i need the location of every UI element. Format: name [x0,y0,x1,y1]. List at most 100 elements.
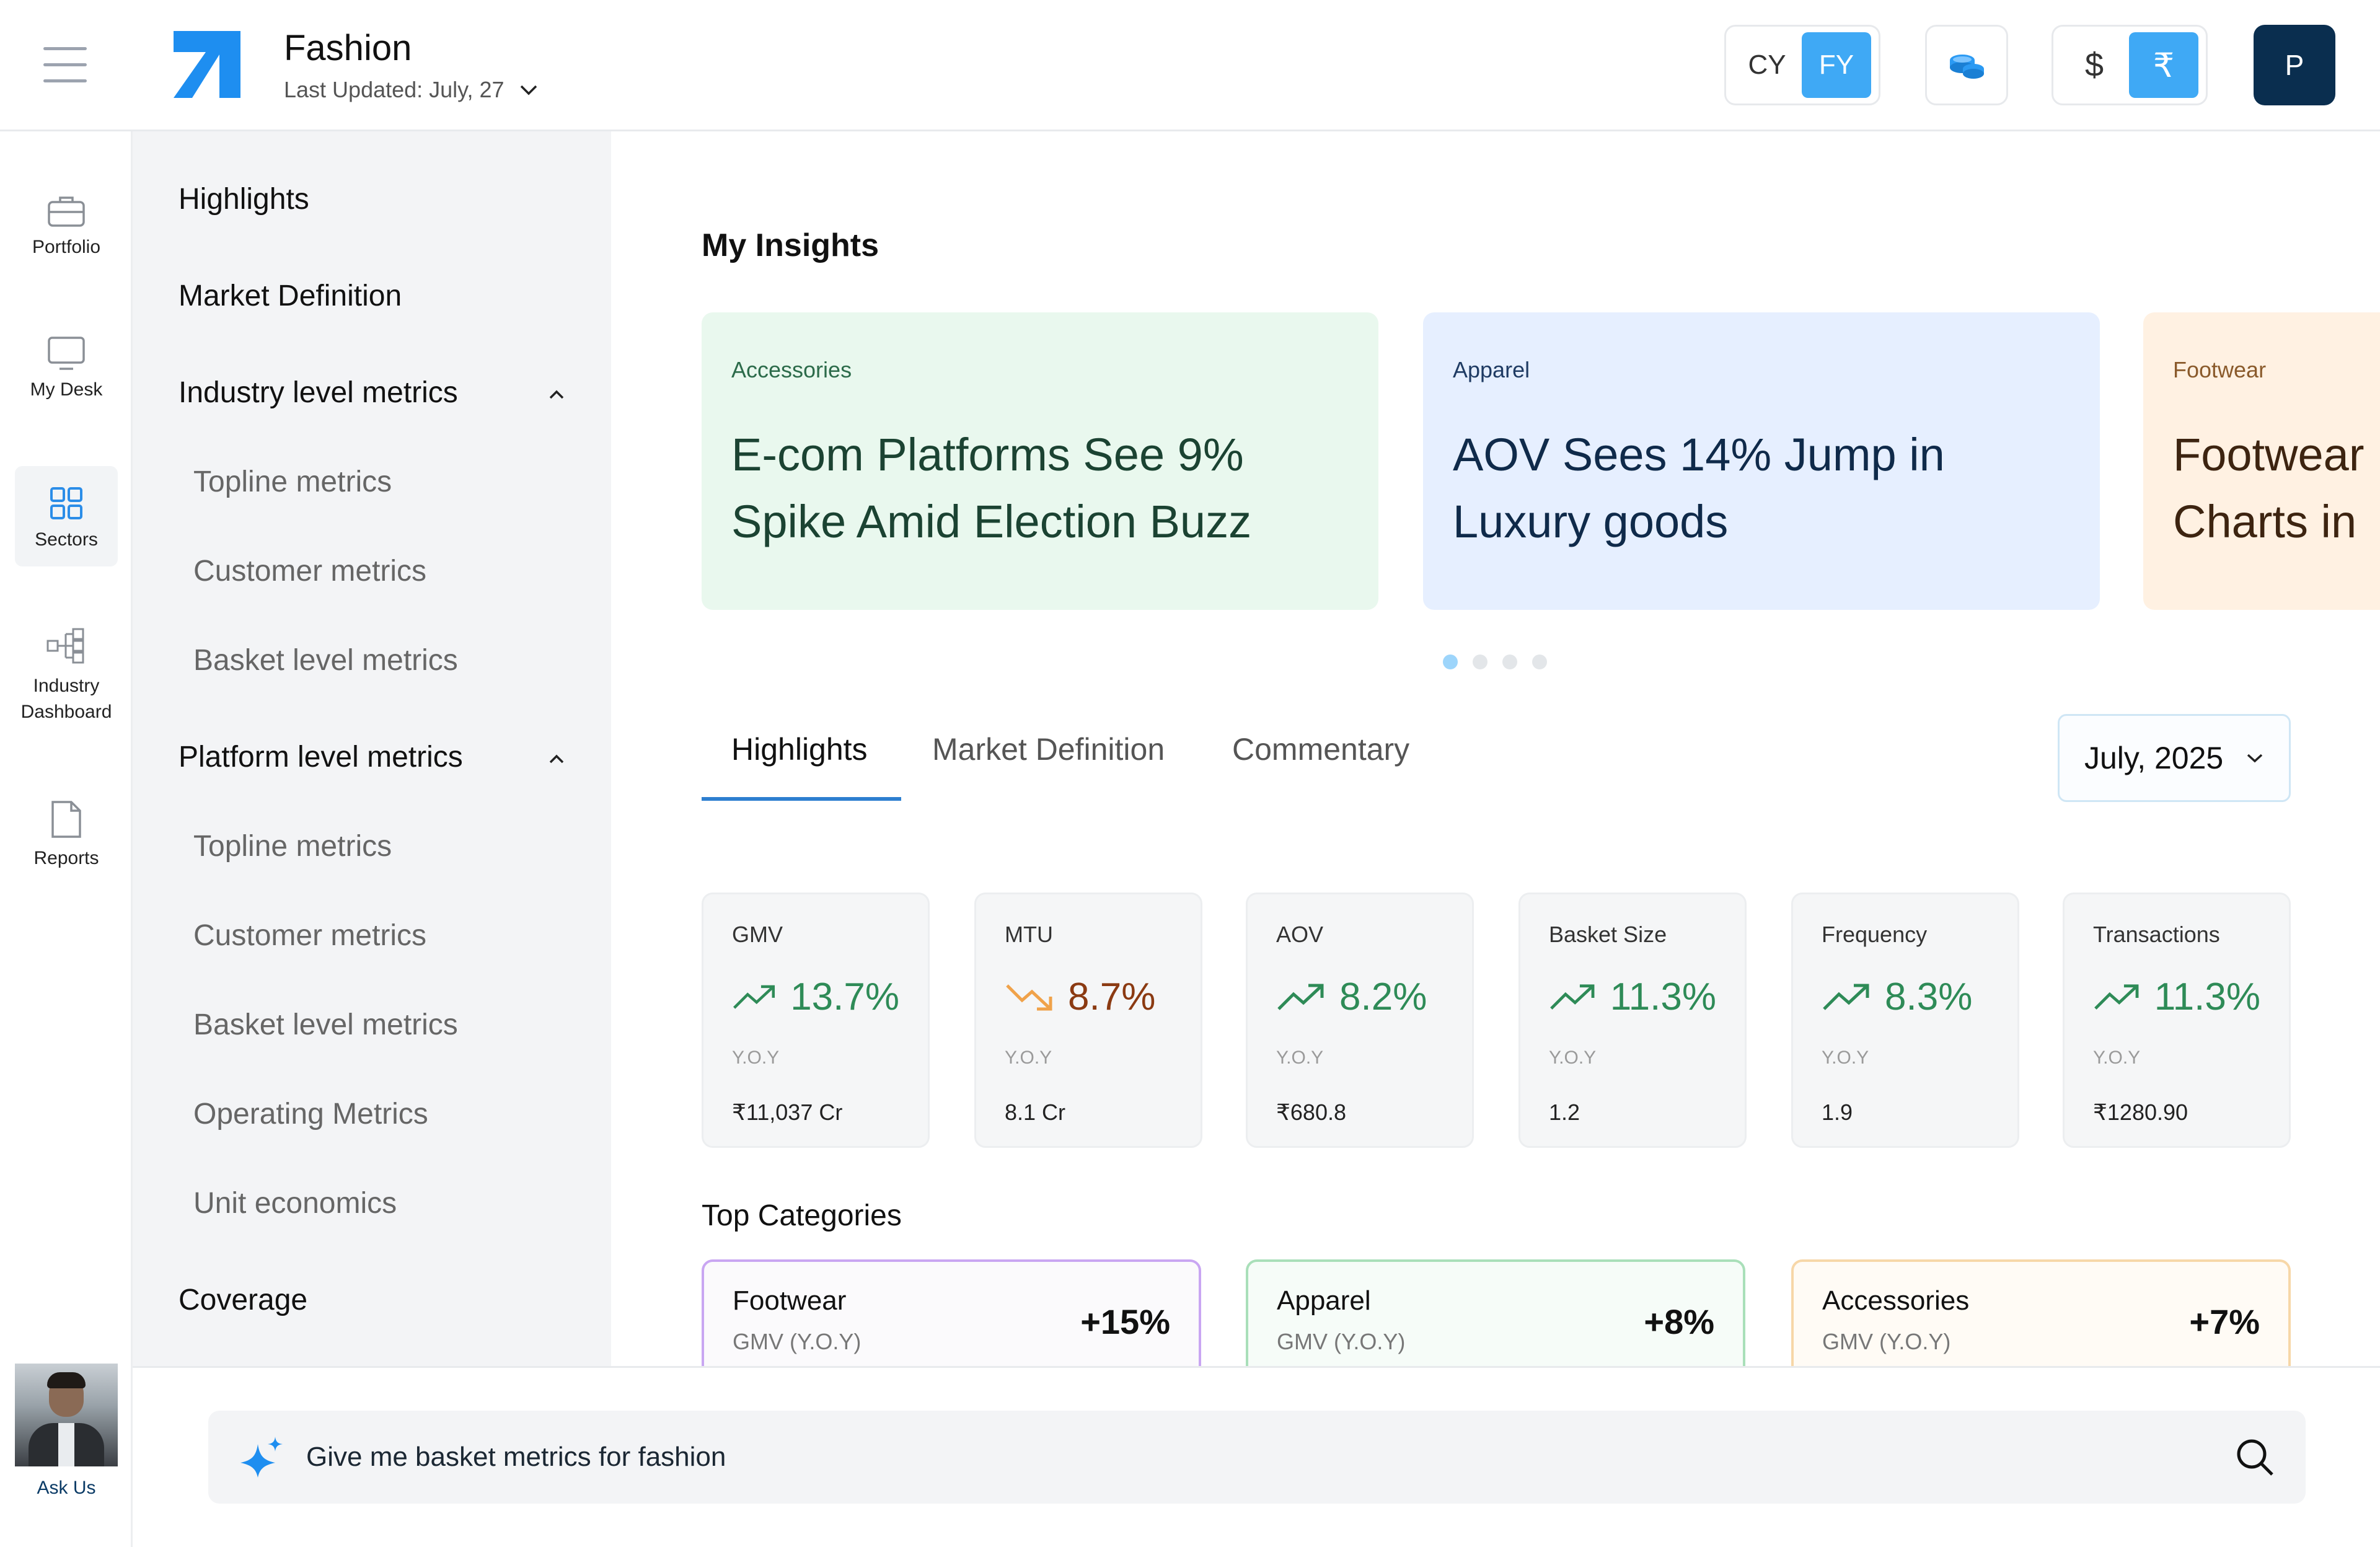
metric-card-frequency[interactable]: Frequency 8.3% Y.O.Y 1.9 [1791,892,2019,1148]
category-metric-label: GMV (Y.O.Y) [1277,1329,1406,1354]
currency-usd-option[interactable]: $ [2084,46,2104,84]
metric-value: 8.7% [1068,976,1156,1018]
period-cy-option[interactable]: CY [1748,50,1786,80]
sidebar-item-platform-topline[interactable]: Topline metrics [193,830,392,863]
coins-button[interactable] [1925,25,2008,105]
metric-card-transactions[interactable]: Transactions 11.3% Y.O.Y ₹1280.90 [2063,892,2291,1148]
top-categories-title: Top Categories [702,1199,902,1232]
sidebar-item-industry-level-metrics[interactable]: Industry level metrics [178,376,458,409]
chevron-up-icon[interactable] [545,747,568,770]
metric-period: Y.O.Y [1549,1047,1597,1068]
ask-prompt-input[interactable]: Give me basket metrics for fashion [208,1411,2306,1504]
category-name: Footwear [733,1285,847,1316]
sidebar-item-platform-level-metrics[interactable]: Platform level metrics [178,741,463,774]
insights-title: My Insights [702,227,879,263]
insight-tag: Footwear [2173,357,2267,382]
metric-absolute: ₹11,037 Cr [732,1100,843,1125]
carousel-dot[interactable] [1502,654,1517,669]
metric-label: AOV [1276,922,1324,947]
ask-us-button[interactable]: Ask Us [15,1364,118,1499]
period-toggle: CY FY [1724,25,1880,105]
metric-value: 11.3% [1610,976,1716,1018]
sidebar-item-unit-economics[interactable]: Unit economics [193,1187,397,1220]
sidebar-item-coverage[interactable]: Coverage [178,1284,308,1316]
top-header: Fashion Last Updated: July, 27 CY FY $ ₹… [0,0,2380,131]
trend-up-icon [1823,984,1869,1010]
period-fy-option[interactable]: FY [1802,32,1871,98]
metric-period: Y.O.Y [1276,1047,1324,1068]
metric-period: Y.O.Y [732,1047,780,1068]
metric-label: Transactions [2093,922,2220,947]
grid-icon [50,487,82,519]
rail-item-sectors[interactable]: Sectors [15,466,118,566]
metric-label: GMV [732,922,783,947]
metric-card-basket-size[interactable]: Basket Size 11.3% Y.O.Y 1.2 [1518,892,1747,1148]
metric-card-aov[interactable]: AOV 8.2% Y.O.Y ₹680.8 [1246,892,1474,1148]
metric-value: 8.3% [1885,976,1973,1018]
sidebar-item-highlights[interactable]: Highlights [178,183,309,216]
category-metric-label: GMV (Y.O.Y) [1822,1329,1951,1354]
category-growth: +15% [1080,1302,1170,1341]
search-icon[interactable] [2235,1437,2275,1477]
brand-logo [174,31,240,98]
category-card-accessories[interactable]: Accessories GMV (Y.O.Y) +7% [1791,1259,2291,1383]
rail-label-dashboard: Dashboard [20,702,112,722]
rail-item-industry-dashboard[interactable]: Industry Dashboard [15,621,118,739]
insight-headline-line: Charts in [2173,496,2357,547]
insight-headline-line: E-com Platforms See 9% [731,429,1244,480]
carousel-dot[interactable] [1532,654,1547,669]
category-card-apparel[interactable]: Apparel GMV (Y.O.Y) +8% [1246,1259,1745,1383]
carousel-dot[interactable] [1473,654,1488,669]
carousel-pager [1443,654,1547,669]
sparkle-icon [240,1437,283,1478]
chevron-up-icon[interactable] [545,383,568,405]
last-updated-dropdown[interactable]: Last Updated: July, 27 [284,77,538,103]
prompt-text: Give me basket metrics for fashion [306,1442,726,1472]
insight-headline-line: AOV Sees 14% Jump in [1453,429,1945,480]
insight-tag: Apparel [1453,357,1530,382]
rail-label-portfolio: Portfolio [32,237,101,257]
metric-absolute: ₹1280.90 [2093,1100,2188,1125]
hamburger-menu-icon[interactable] [43,43,87,87]
insight-card-apparel[interactable]: Apparel AOV Sees 14% Jump in Luxury good… [1423,312,2100,610]
insight-card-accessories[interactable]: Accessories E-com Platforms See 9% Spike… [702,312,1378,610]
carousel-dot[interactable] [1443,654,1458,669]
metric-absolute: 1.2 [1549,1100,1580,1125]
sidebar-item-industry-customer[interactable]: Customer metrics [193,555,427,588]
metric-absolute: 8.1 Cr [1005,1100,1066,1125]
tab-commentary[interactable]: Commentary [1232,732,1410,767]
month-selector[interactable]: July, 2025 [2058,714,2291,802]
sidebar-item-industry-basket[interactable]: Basket level metrics [193,644,458,677]
rail-label-my-desk: My Desk [30,379,103,400]
metric-period: Y.O.Y [1822,1047,1869,1068]
insight-card-footwear[interactable]: Footwear Footwear Charts in [2143,312,2380,610]
metric-card-gmv[interactable]: GMV 13.7% Y.O.Y ₹11,037 Cr [702,892,930,1148]
metric-label: Basket Size [1549,922,1667,947]
insight-headline-line: Footwear [2173,429,2365,480]
chevron-down-icon [520,85,537,95]
category-growth: +7% [2189,1302,2260,1341]
trend-up-icon [733,985,775,1009]
currency-inr-option[interactable]: ₹ [2129,32,2198,98]
sidebar-item-platform-basket[interactable]: Basket level metrics [193,1008,458,1041]
insight-headline: E-com Platforms See 9% Spike Amid Electi… [731,421,1349,555]
sidebar-item-platform-customer[interactable]: Customer metrics [193,919,427,952]
rail-item-reports[interactable]: Reports [15,793,118,886]
insight-headline: AOV Sees 14% Jump in Luxury goods [1453,421,2070,555]
metric-label: Frequency [1822,922,1928,947]
rail-item-my-desk[interactable]: My Desk [15,330,118,416]
insight-headline-line: Luxury goods [1453,496,1729,547]
category-metric-label: GMV (Y.O.Y) [733,1329,862,1354]
category-card-footwear[interactable]: Footwear GMV (Y.O.Y) +15% [702,1259,1201,1383]
active-tab-indicator [702,797,901,801]
page-title: Fashion [284,28,412,68]
currency-toggle: $ ₹ [2052,25,2208,105]
sidebar-item-operating-metrics[interactable]: Operating Metrics [193,1098,428,1130]
tab-highlights[interactable]: Highlights [731,732,868,767]
profile-avatar-button[interactable]: P [2254,25,2335,105]
sidebar-item-market-definition[interactable]: Market Definition [178,280,402,312]
rail-item-portfolio[interactable]: Portfolio [15,187,118,274]
sidebar-item-industry-topline[interactable]: Topline metrics [193,465,392,498]
tab-market-definition[interactable]: Market Definition [932,732,1165,767]
metric-card-mtu[interactable]: MTU 8.7% Y.O.Y 8.1 Cr [974,892,1202,1148]
